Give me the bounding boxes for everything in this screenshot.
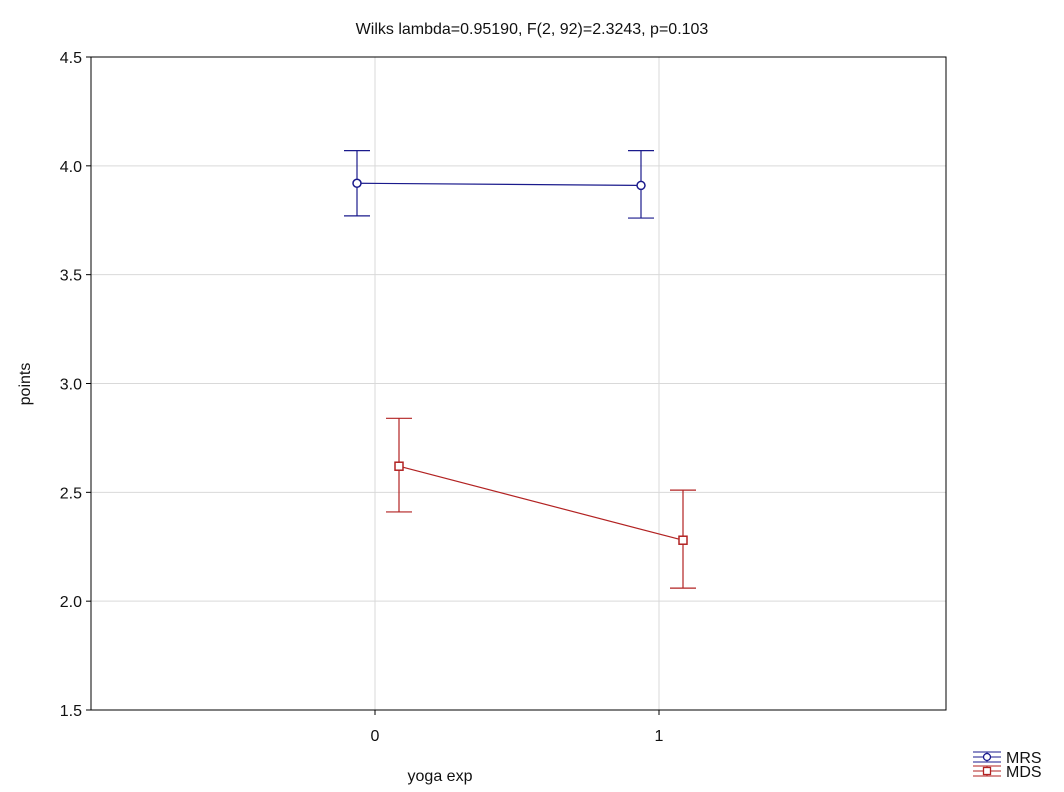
y-tick-label: 4.0 [60,159,82,176]
y-tick-label: 1.5 [60,703,82,720]
x-axis-label: yoga exp [408,768,473,785]
legend-label: MDS [1006,764,1042,781]
legend-item-mds: MDS [973,764,1042,781]
y-tick-label: 2.5 [60,485,82,502]
data-point [636,180,646,191]
series-line-mds [398,465,684,541]
legend-marker [982,752,992,762]
legend-marker [982,766,992,776]
data-point [394,461,404,471]
y-axis-label: points [17,363,34,406]
y-tick-label: 3.0 [60,377,82,394]
y-tick-label: 2.0 [60,594,82,611]
y-tick-label: 4.5 [60,50,82,67]
x-tick-label: 0 [371,728,380,745]
y-tick-label: 3.5 [60,268,82,285]
y-axis-ticks: 1.5 2.0 2.5 3.0 3.5 4.0 4.5 [60,50,91,720]
series-line-mrs [356,182,642,187]
chart-title: Wilks lambda=0.95190, F(2, 92)=2.3243, p… [356,21,709,38]
data-point [678,535,688,545]
legend-item-mrs: MRS [973,750,1042,767]
series-layer [344,149,696,589]
data-point [352,178,362,188]
x-tick-label: 1 [655,728,664,745]
legend-label: MRS [1006,750,1042,767]
grid-lines [91,57,946,710]
